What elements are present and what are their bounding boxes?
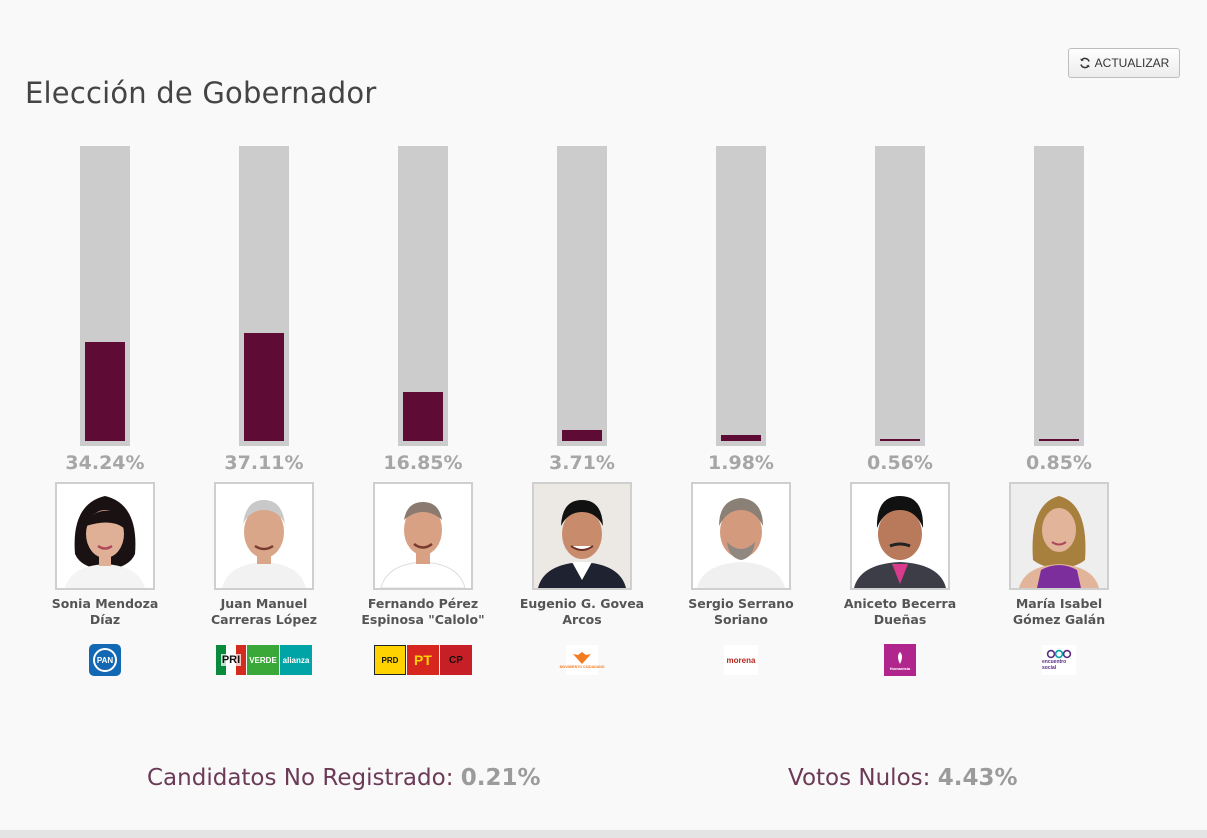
encuentro-social-logo-icon: encuentro social — [1042, 645, 1076, 675]
bar-track — [716, 146, 766, 446]
candidate-name: Sergio Serrano Soriano — [688, 596, 794, 627]
candidate-name: Sonia Mendoza Díaz — [51, 596, 159, 627]
candidate-photo — [214, 482, 314, 590]
party-logos: morena — [724, 644, 758, 676]
unregistered-label: Candidatos No Registrado: — [147, 765, 454, 791]
bar-fill — [562, 430, 602, 441]
candidate-name: Eugenio G. Govea Arcos — [519, 596, 645, 627]
bar-value-label: 0.85% — [1026, 452, 1092, 474]
pan-logo-icon: PAN — [89, 644, 121, 676]
man-portrait-icon — [375, 484, 471, 588]
candidate-column: 3.71% Eugenio G. Govea Arcos MOVIMIENTO … — [502, 146, 662, 676]
candidate-column: 0.85% María Isabel Gómez Galán encuentro… — [979, 146, 1139, 676]
movimiento-ciudadano-logo-icon: MOVIMIENTO CIUDADANO — [560, 645, 604, 675]
verde-logo-icon: VERDE — [247, 645, 279, 675]
candidate-name: Fernando Pérez Espinosa "Calolo" — [361, 596, 485, 627]
null-votes-value: 4.43% — [937, 765, 1018, 791]
bar-track — [1034, 146, 1084, 446]
null-votes-label: Votos Nulos: — [788, 765, 931, 791]
bar-track — [398, 146, 448, 446]
party-logos: MOVIMIENTO CIUDADANO — [560, 644, 604, 676]
candidate-photo — [1009, 482, 1109, 590]
bar-fill — [880, 439, 920, 441]
man-portrait-icon — [693, 484, 789, 588]
bar-value-label: 0.56% — [867, 452, 933, 474]
refresh-button[interactable]: ACTUALIZAR — [1068, 48, 1180, 78]
candidate-column: 1.98% Sergio Serrano Soriano morena — [661, 146, 821, 676]
bar-value-label: 34.24% — [65, 452, 145, 474]
candidate-photo — [532, 482, 632, 590]
party-logos: PRI VERDE alianza — [216, 644, 312, 676]
candidate-photo — [373, 482, 473, 590]
bar-value-label: 3.71% — [549, 452, 615, 474]
null-votes-stat: Votos Nulos: 4.43% — [788, 765, 1018, 791]
humanista-logo-icon: Humanista — [884, 644, 916, 676]
man-portrait-icon — [534, 484, 630, 588]
bar-track — [239, 146, 289, 446]
page-title: Elección de Gobernador — [25, 76, 377, 110]
nueva-alianza-logo-icon: alianza — [280, 645, 312, 675]
bottom-strip — [0, 830, 1207, 838]
prd-logo-icon: PRD — [374, 645, 406, 675]
bar-fill — [403, 392, 443, 441]
candidate-column: 0.56% Aniceto Becerra Dueñas Humanista — [820, 146, 980, 676]
man-portrait-icon — [216, 484, 312, 588]
candidate-column: 16.85% Fernando Pérez Espinosa "Calolo" … — [343, 146, 503, 676]
bar-value-label: 16.85% — [383, 452, 463, 474]
candidate-photo — [55, 482, 155, 590]
refresh-button-label: ACTUALIZAR — [1094, 56, 1170, 70]
bar-track — [557, 146, 607, 446]
woman-portrait-icon — [57, 484, 153, 588]
unregistered-value: 0.21% — [460, 765, 541, 791]
bar-fill — [721, 435, 761, 441]
party-logos: encuentro social — [1042, 644, 1076, 676]
morena-logo-icon: morena — [724, 645, 758, 675]
pt-logo-icon: PT — [407, 645, 439, 675]
candidate-column: 34.24% Sonia Mendoza Díaz PAN — [25, 146, 185, 676]
party-logos: PAN — [89, 644, 121, 676]
candidate-photo — [850, 482, 950, 590]
candidate-column: 37.11% Juan Manuel Carreras López PRI VE… — [184, 146, 344, 676]
bar-value-label: 37.11% — [224, 452, 304, 474]
candidate-name: Aniceto Becerra Dueñas — [843, 596, 957, 627]
bar-fill — [1039, 439, 1079, 441]
man-portrait-icon — [852, 484, 948, 588]
candidate-name: María Isabel Gómez Galán — [1012, 596, 1106, 627]
bar-track — [80, 146, 130, 446]
party-logos: PRD PT CP — [374, 644, 472, 676]
bar-track — [875, 146, 925, 446]
woman-portrait-icon — [1011, 484, 1107, 588]
candidate-photo — [691, 482, 791, 590]
candidate-name: Juan Manuel Carreras López — [210, 596, 318, 627]
unregistered-candidates-stat: Candidatos No Registrado: 0.21% — [147, 765, 541, 791]
bar-value-label: 1.98% — [708, 452, 774, 474]
bar-fill — [244, 333, 284, 441]
party-logos: Humanista — [884, 644, 916, 676]
bar-fill — [85, 342, 125, 441]
conciencia-popular-logo-icon: CP — [440, 645, 472, 675]
refresh-icon — [1079, 57, 1091, 69]
pri-logo-icon: PRI — [216, 645, 246, 675]
